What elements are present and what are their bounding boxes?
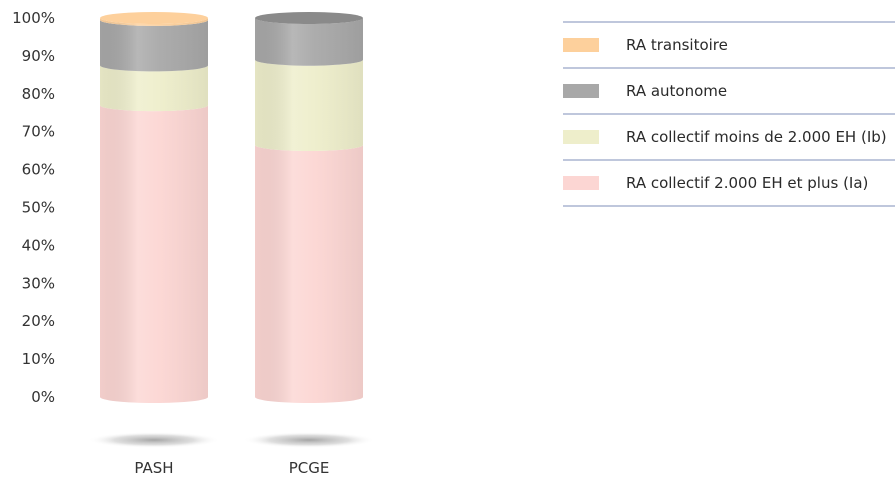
y-axis: 0% 10% 20% 30% 40% 50% 60% 70% 80% 90% 100%: [12, 9, 55, 406]
category-label: PASH: [134, 459, 173, 477]
bar-segment-shine: [255, 59, 363, 151]
legend-label: RA transitoire: [626, 36, 728, 54]
y-tick-label: 10%: [22, 350, 55, 368]
bar-segment-shine: [100, 65, 208, 112]
bar-segment-shine: [100, 19, 208, 72]
category-label: PCGE: [289, 459, 330, 477]
legend-label: RA collectif 2.000 EH et plus (Ia): [626, 174, 868, 192]
bar-segment-shine: [255, 144, 363, 403]
y-tick-label: 80%: [22, 85, 55, 103]
bar-segment-shine: [100, 105, 208, 404]
y-tick-label: 60%: [22, 161, 55, 179]
cylinder-top-cap: [255, 12, 363, 24]
y-tick-label: 40%: [22, 236, 55, 254]
bars: [100, 12, 363, 404]
legend-label: RA autonome: [626, 82, 727, 100]
cylinder-shadow: [88, 432, 220, 448]
cylinder-top-cap: [100, 12, 208, 24]
legend-swatch: [563, 84, 599, 98]
cylinder-shadows: [88, 432, 375, 448]
legend: RA transitoire RA autonome RA collectif mo…: [563, 21, 895, 207]
legend-swatch: [563, 38, 599, 52]
bar-group-pcge: [255, 12, 363, 403]
y-tick-label: 90%: [22, 47, 55, 65]
y-tick-label: 20%: [22, 312, 55, 330]
legend-swatch: [563, 176, 599, 190]
y-tick-label: 70%: [22, 123, 55, 141]
y-tick-label: 50%: [22, 199, 55, 217]
bar-segment-shine: [100, 18, 208, 26]
cylinder-shadow: [243, 432, 375, 448]
legend-swatch: [563, 130, 599, 144]
bar-segment-shine: [255, 18, 363, 66]
y-tick-label: 0%: [31, 388, 55, 406]
legend-label: RA collectif moins de 2.000 EH (Ib): [626, 128, 887, 146]
y-tick-label: 30%: [22, 274, 55, 292]
y-tick-label: 100%: [12, 9, 55, 27]
category-labels: PASH PCGE: [134, 459, 329, 477]
bar-group-pash: [100, 12, 208, 404]
